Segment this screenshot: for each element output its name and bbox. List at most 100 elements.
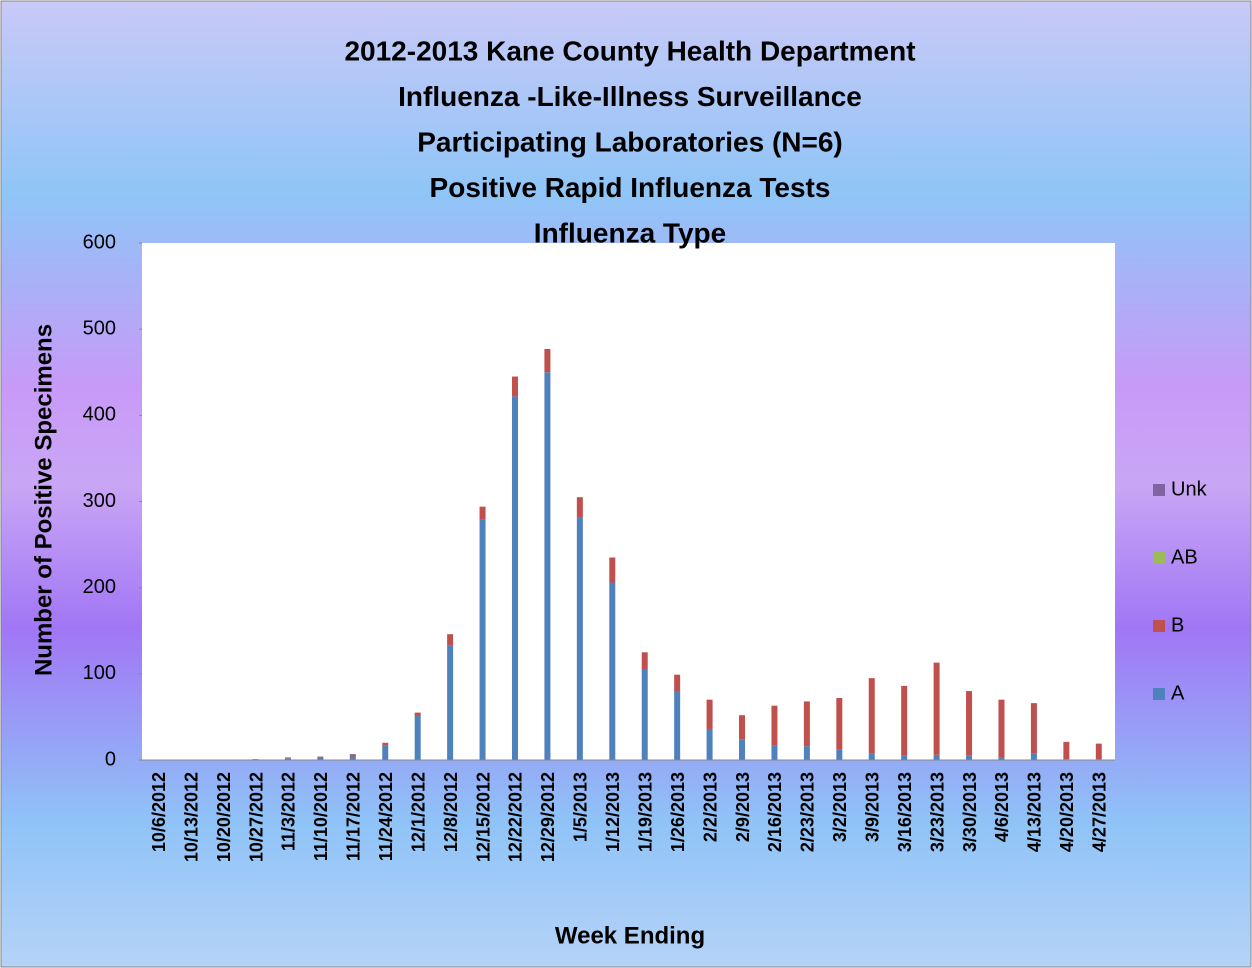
bar-segment [349,756,356,760]
bar-segment [382,742,389,746]
bar-segment [544,372,551,760]
x-tick-label: 2/23/2013 [798,772,818,852]
bar-segment [836,749,843,760]
bar-segment [739,715,746,740]
legend-swatch [1153,552,1165,564]
bar-segment [511,376,518,397]
bar-segment [803,746,810,760]
chart-title: Positive Rapid Influenza Tests [430,172,831,203]
bar-segment [836,697,843,750]
bar-segment [641,652,648,670]
bar-segment [966,755,973,760]
bar-segment [414,712,421,717]
bar-segment [933,754,940,760]
legend-label: AB [1171,546,1198,568]
legend-label: B [1171,614,1184,636]
bar-segment [1095,743,1102,760]
y-tick-label: 100 [83,662,116,684]
bar-segment [609,557,616,583]
bar-segment [317,757,324,760]
legend-swatch [1153,688,1165,700]
bar-segment [349,753,356,755]
bar-segment [479,506,486,520]
bar-segment [511,396,518,760]
x-tick-label: 2/9/2013 [733,772,753,842]
x-tick-label: 10/20/2012 [214,772,234,862]
x-tick-label: 11/10/2012 [311,772,331,861]
x-tick-label: 10/13/2012 [181,772,201,862]
x-tick-label: 4/20/2013 [1057,772,1077,852]
legend-label: A [1171,682,1185,704]
x-tick-label: 12/8/2012 [441,772,461,852]
legend-swatch [1153,620,1165,632]
x-tick-label: 4/13/2013 [1025,772,1045,852]
bar-segment [706,699,713,729]
bar-segment [998,699,1005,758]
x-tick-label: 2/2/2013 [700,772,720,842]
bar-segment [868,678,875,754]
bar-segment [674,674,681,692]
x-tick-label: 12/15/2012 [473,772,493,862]
bar-segment [641,669,648,760]
bar-segment [998,757,1005,760]
x-tick-label: 12/22/2012 [506,772,526,862]
chart-title: Influenza Type [534,217,726,248]
bar-segment [479,519,486,760]
x-tick-label: 3/30/2013 [960,772,980,852]
x-tick-label: 3/23/2013 [927,772,947,852]
bar-segment [576,497,583,518]
chart-title: 2012-2013 Kane County Health Department [344,35,915,66]
bar-segment [771,705,778,746]
y-axis-title: Number of Positive Specimens [30,324,57,676]
chart-title: Participating Laboratories (N=6) [417,126,843,157]
x-tick-label: 12/1/2012 [408,772,428,852]
bar-segment [1030,703,1037,754]
y-tick-label: 200 [83,576,116,598]
x-axis-title: Week Ending [555,922,705,949]
x-tick-label: 1/5/2013 [571,772,591,842]
bar-segment [901,755,908,760]
x-tick-label: 3/16/2013 [895,772,915,852]
x-tick-label: 12/29/2012 [538,772,558,862]
bar-segment [901,685,908,756]
x-tick-label: 4/6/2013 [992,772,1012,842]
bar-segment [609,582,616,760]
bar-segment [349,754,356,757]
x-tick-label: 1/19/2013 [635,772,655,852]
bar-segment [284,757,291,759]
bar-segment [284,758,291,760]
x-tick-label: 1/26/2013 [668,772,688,852]
y-tick-label: 0 [105,748,116,770]
y-tick-label: 400 [83,404,116,426]
y-tick-label: 500 [83,317,116,339]
x-tick-label: 10/6/2012 [149,772,169,852]
x-tick-label: 10/27/2012 [246,772,266,862]
x-tick-label: 4/27/2013 [1090,772,1110,852]
bar-segment [771,745,778,760]
legend-label: Unk [1171,478,1208,500]
bar-segment [576,517,583,760]
bar-segment [1063,741,1070,760]
y-tick-label: 300 [83,490,116,512]
x-tick-label: 3/2/2013 [830,772,850,842]
x-tick-label: 11/17/2012 [344,772,364,861]
bar-segment [868,753,875,760]
bar-segment [706,728,713,760]
x-tick-label: 2/16/2013 [765,772,785,852]
bar-segment [382,745,389,760]
legend-swatch [1153,484,1165,496]
y-tick-label: 600 [83,231,116,253]
bar-segment [447,634,454,646]
bar-segment [317,756,324,758]
bar-segment [1030,753,1037,760]
bar-segment [739,739,746,760]
bar-segment [544,348,551,373]
plot-area [142,243,1115,760]
bar-segment [803,701,810,747]
x-tick-label: 11/24/2012 [376,772,396,861]
bar-segment [966,691,973,756]
bar-segment [447,645,454,760]
x-tick-label: 1/12/2013 [603,772,623,852]
bar-segment [414,716,421,760]
